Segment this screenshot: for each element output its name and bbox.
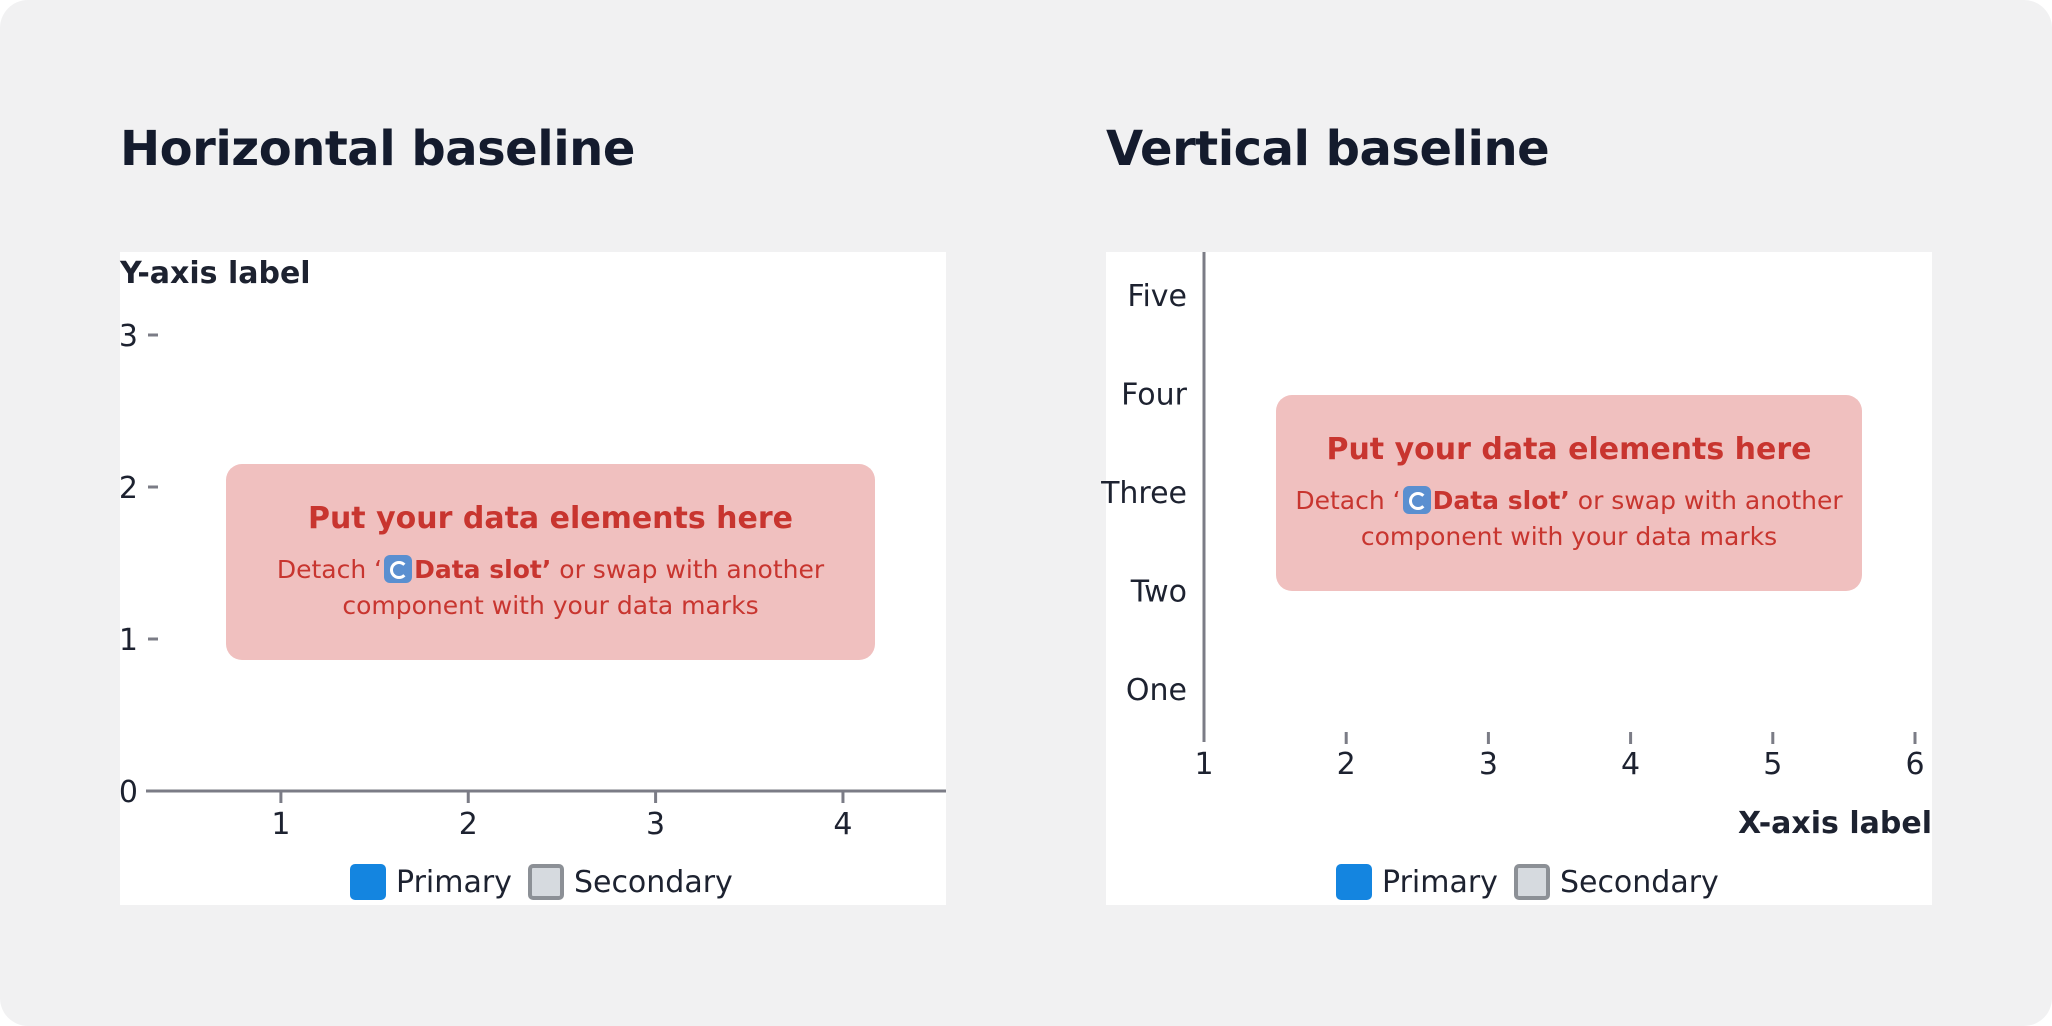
x-tick-label: 6 (1905, 747, 1924, 782)
primary-swatch (350, 864, 386, 900)
y-tick-label: 0 (119, 775, 138, 810)
placeholder-body-before: Detach ‘ (1295, 485, 1401, 515)
x-tick-label: 1 (271, 807, 290, 842)
primary-swatch (1336, 864, 1372, 900)
y-category-label: One (1126, 673, 1187, 708)
secondary-swatch (527, 864, 564, 900)
x-tick-label: 5 (1763, 747, 1782, 782)
x-tick-label: 4 (833, 807, 852, 842)
x-tick-label: 4 (1621, 747, 1640, 782)
y-category-label: Four (1121, 378, 1188, 413)
legend-label: Primary (1382, 864, 1498, 900)
x-tick-label: 1 (1194, 747, 1213, 782)
x-tick-label: 2 (459, 807, 478, 842)
placeholder-body-before: Detach ‘ (276, 554, 383, 584)
legend-label: Secondary (1559, 864, 1719, 900)
x-tick-label: 3 (1479, 747, 1498, 782)
y-axis-label: Y-axis label (119, 256, 311, 291)
horizontal-baseline-svg: Y-axis label 0 1 2 3 1 2 3 4 (119, 256, 946, 842)
legend: Primary Secondary (350, 862, 749, 902)
placeholder-body-bold: Data slot’ (414, 554, 552, 584)
placeholder-body-bold: Data slot’ (1432, 485, 1570, 515)
x-axis-label: X-axis label (1738, 806, 1932, 841)
legend-item-primary[interactable]: Primary (1336, 864, 1498, 900)
legend-label: Primary (396, 864, 512, 900)
data-slot-placeholder[interactable]: Put your data elements here Detach ‘ Data… (1276, 395, 1862, 591)
placeholder-title: Put your data elements here (1326, 431, 1812, 467)
placeholder-body: Detach ‘ Data slot’ or swap with another … (226, 552, 875, 624)
placeholder-body: Detach ‘ Data slot’ or swap with another … (1276, 483, 1862, 555)
horizontal-baseline-chart: Y-axis label 0 1 2 3 1 2 3 4 Put your data eleme… (119, 252, 946, 905)
y-category-label: Two (1130, 575, 1187, 610)
horizontal-baseline-title: Horizontal baseline (120, 121, 635, 177)
placeholder-title: Put your data elements here (307, 500, 794, 536)
data-slot-placeholder[interactable]: Put your data elements here Detach ‘ Data… (226, 464, 875, 660)
legend: Primary Secondary (1336, 862, 1735, 902)
y-category-label: Three (1100, 476, 1187, 511)
legend-item-primary[interactable]: Primary (350, 864, 512, 900)
legend-label: Secondary (573, 864, 733, 900)
legend-item-secondary[interactable]: Secondary (527, 864, 733, 900)
placeholder-body-after: or swap with another component with your… (342, 554, 825, 620)
placeholder-body-after: or swap with another component with your… (1360, 485, 1843, 551)
x-tick-label: 2 (1337, 747, 1356, 782)
vertical-baseline-chart: Five Four Three Two One 1 2 3 4 5 6 X-axis label Pu… (1100, 252, 1932, 905)
secondary-swatch (1513, 864, 1550, 900)
swap-icon (1402, 485, 1431, 514)
y-tick-label: 2 (119, 471, 138, 506)
vertical-baseline-svg: Five Four Three Two One 1 2 3 4 5 6 X-axis label (1100, 252, 1932, 841)
legend-item-secondary[interactable]: Secondary (1513, 864, 1719, 900)
x-tick-label: 3 (646, 807, 665, 842)
y-tick-label: 3 (119, 319, 138, 354)
y-tick-label: 1 (119, 623, 138, 658)
y-category-label: Five (1127, 279, 1187, 314)
swap-icon (384, 554, 413, 583)
vertical-baseline-title: Vertical baseline (1106, 121, 1550, 177)
